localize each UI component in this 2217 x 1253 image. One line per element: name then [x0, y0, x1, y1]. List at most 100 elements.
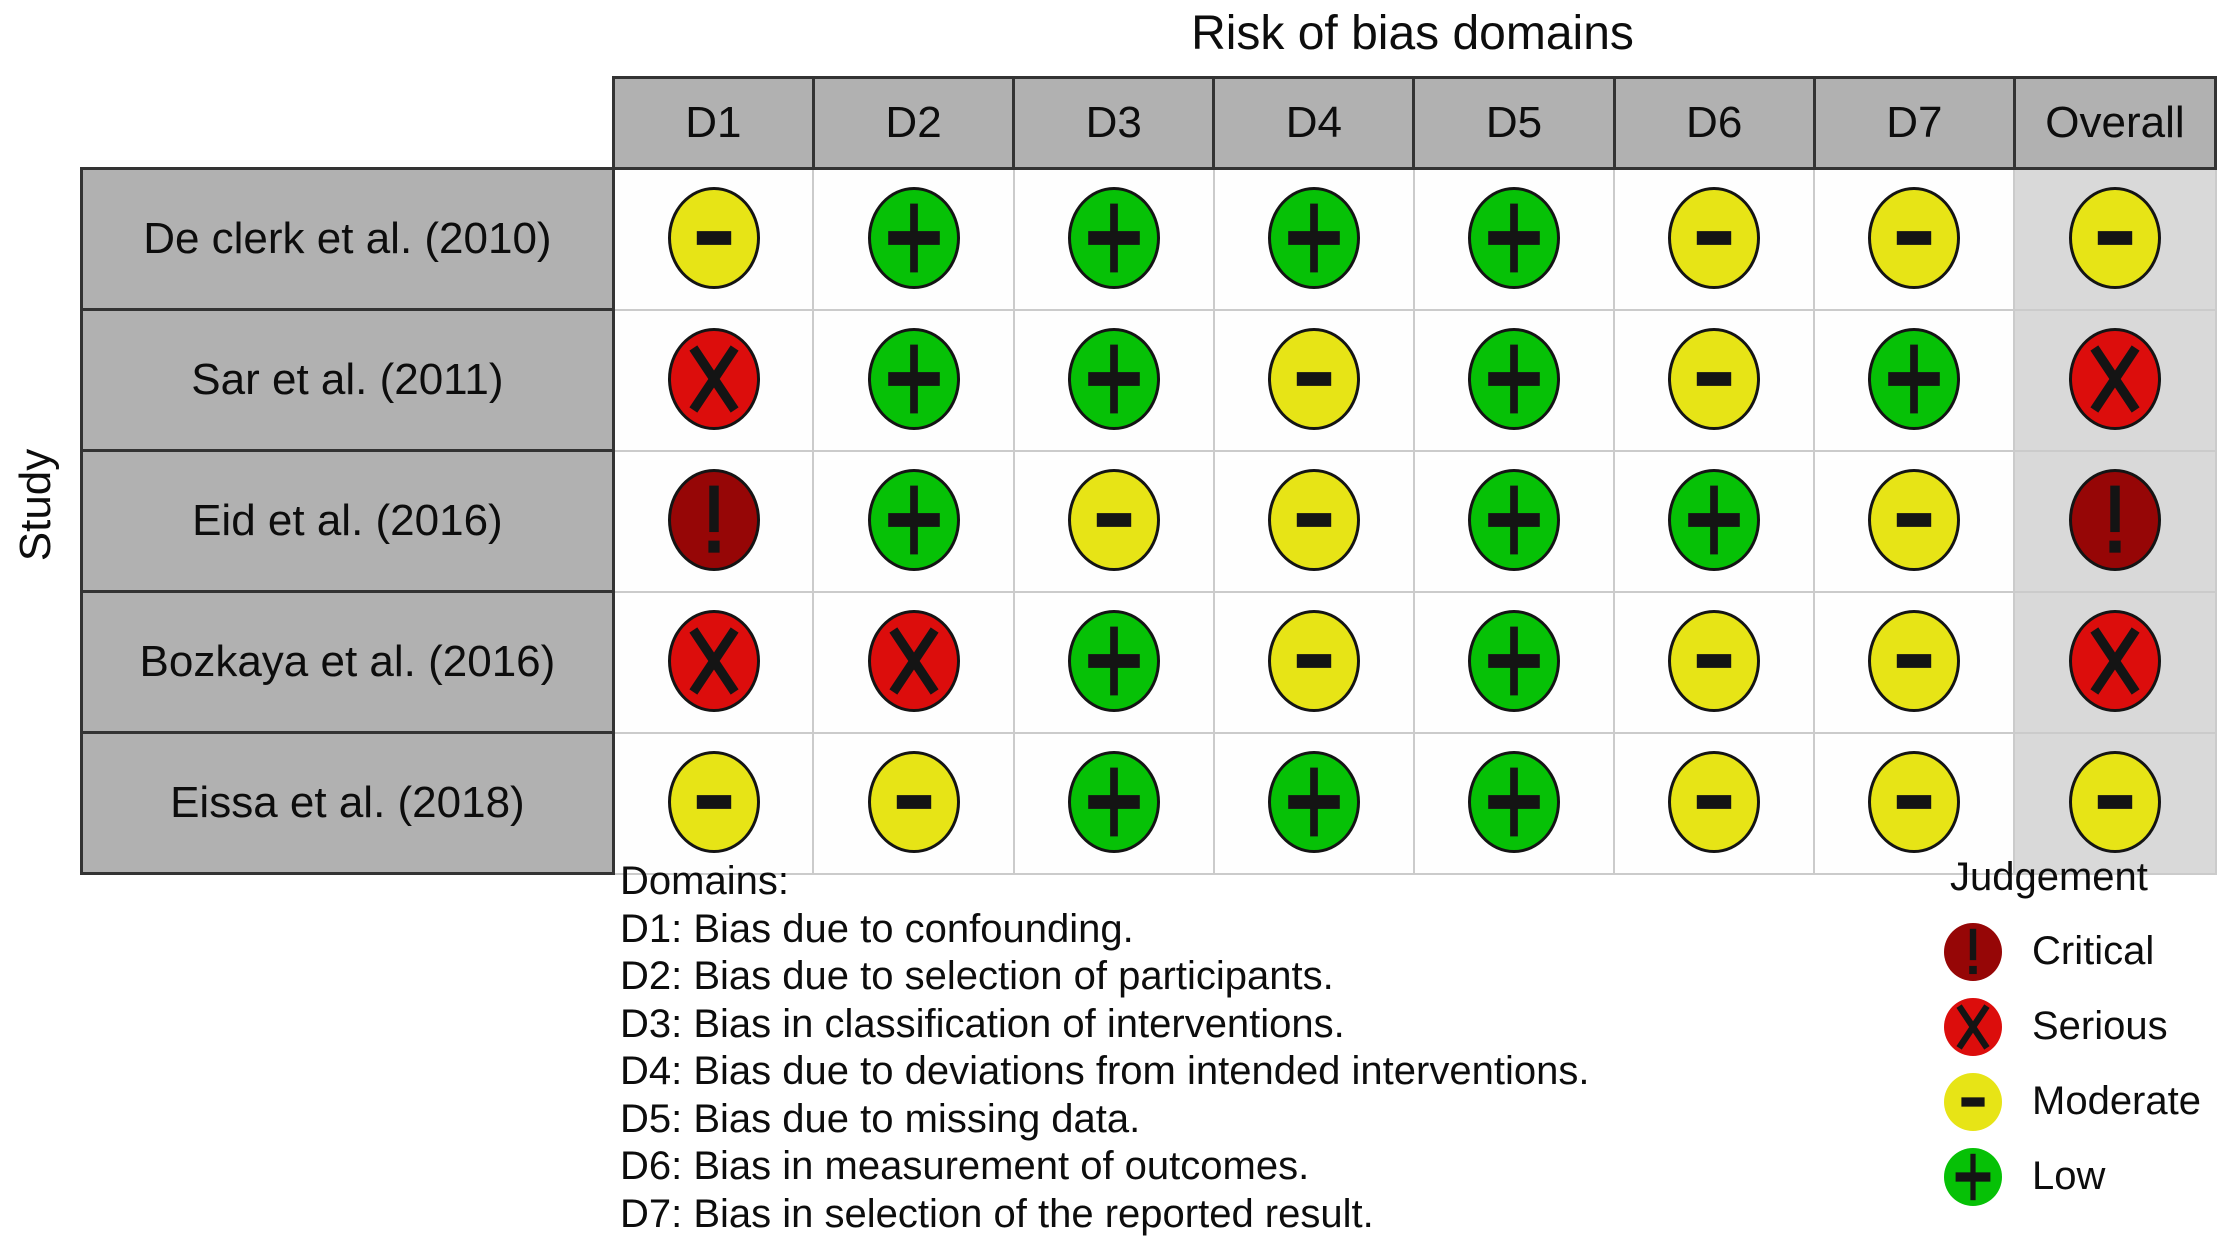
header-row: D1 D2 D3 D4 D5 D6 D7 Overall [82, 76, 2217, 170]
footnote-line-d7: D7: Bias in selection of the reported re… [620, 1191, 1374, 1236]
moderate-judgement-circle [1267, 610, 1360, 712]
x-icon [888, 627, 939, 695]
rob-cell-overall [2013, 308, 2217, 452]
exclamation-icon [708, 485, 720, 553]
rob-cell-d2 [812, 308, 1015, 452]
minus-icon [896, 795, 931, 809]
minus-icon [696, 231, 731, 246]
plus-icon [887, 344, 940, 414]
table-row: Eid et al. (2016) [80, 449, 2217, 593]
minus-icon [1296, 513, 1332, 527]
footnote-line-d1: D1: Bias due to confounding. [620, 906, 1134, 951]
rob-cell-d3 [1012, 167, 1215, 311]
rob-cell-d6 [1613, 167, 1816, 311]
rob-cell-d2 [812, 731, 1015, 875]
footnote-line-d3: D3: Bias in classification of interventi… [620, 1001, 1345, 1046]
moderate-judgement-circle [667, 751, 760, 853]
minus-icon [2097, 795, 2133, 809]
table-row: Bozkaya et al. (2016) [80, 590, 2217, 734]
serious-judgement-circle [2068, 610, 2161, 712]
plus-icon [1688, 485, 1740, 555]
low-judgement-circle [1468, 610, 1561, 712]
critical-judgement-circle [667, 469, 760, 571]
moderate-judgement-circle [1668, 187, 1761, 290]
serious-judgement-circle [667, 610, 760, 712]
low-judgement-circle [1868, 328, 1961, 430]
serious-judgement-circle [667, 328, 760, 430]
legend-title: Judgement [1950, 855, 2148, 899]
plus-icon [1955, 1153, 1991, 1200]
rob-cell-d4 [1212, 449, 1415, 593]
moderate-judgement-circle [2068, 751, 2161, 853]
plus-icon [887, 203, 940, 273]
column-header-d3: D3 [1012, 76, 1216, 170]
minus-icon [1961, 1096, 1985, 1107]
serious-judgement-circle [1944, 997, 2002, 1056]
plus-icon [1087, 203, 1140, 273]
plus-icon [1488, 626, 1540, 696]
x-icon [689, 627, 739, 695]
rob-cell-d2 [812, 449, 1015, 593]
rob-cell-d7 [1813, 590, 2016, 734]
plus-icon [1087, 626, 1140, 696]
x-icon [2090, 345, 2140, 413]
x-icon [1956, 1003, 1990, 1050]
minus-icon [1696, 654, 1732, 668]
rob-cell-d6 [1613, 731, 1816, 875]
legend-label: Critical [2032, 929, 2155, 973]
minus-icon [1696, 231, 1732, 246]
column-header-d5: D5 [1412, 76, 1616, 170]
column-header-overall: Overall [2012, 76, 2217, 170]
rob-cell-d6 [1613, 308, 1816, 452]
moderate-judgement-circle [1267, 469, 1360, 571]
legend-label: Moderate [2032, 1079, 2201, 1123]
moderate-judgement-circle [1868, 751, 1961, 853]
legend-item-low: Low [1944, 1139, 2201, 1214]
legend-item-critical: Critical [1944, 914, 2201, 989]
plus-icon [887, 485, 940, 555]
rob-cell-d2 [812, 590, 1015, 734]
rob-cell-d6 [1613, 590, 1816, 734]
critical-judgement-circle [1944, 922, 2002, 981]
low-judgement-circle [1944, 1147, 2002, 1206]
moderate-judgement-circle [1868, 187, 1961, 290]
minus-icon [1296, 372, 1332, 386]
column-header-d4: D4 [1212, 76, 1416, 170]
moderate-judgement-circle [1868, 469, 1961, 571]
rob-cell-d1 [612, 308, 815, 452]
minus-icon [1696, 372, 1732, 386]
column-header-d2: D2 [811, 76, 1016, 170]
study-label: Sar et al. (2011) [80, 308, 615, 452]
moderate-judgement-circle [2068, 187, 2161, 290]
rob-cell-d3 [1012, 308, 1215, 452]
exclamation-icon [2109, 485, 2121, 553]
legend-label: Low [2032, 1154, 2106, 1198]
minus-icon [1296, 654, 1332, 668]
column-header-d6: D6 [1612, 76, 1816, 170]
study-label: Eid et al. (2016) [80, 449, 615, 593]
plus-icon [1087, 767, 1140, 837]
rob-cell-overall [2013, 167, 2217, 311]
serious-judgement-circle [2068, 328, 2161, 430]
rob-cell-d2 [812, 167, 1015, 311]
moderate-judgement-circle [1668, 610, 1761, 712]
rob-cell-d3 [1012, 731, 1215, 875]
rob-cell-overall [2013, 590, 2217, 734]
rob-cell-d5 [1412, 308, 1616, 452]
low-judgement-circle [867, 187, 960, 290]
moderate-judgement-circle [1668, 328, 1761, 430]
rob-cell-d1 [612, 590, 815, 734]
minus-icon [1897, 654, 1932, 668]
rob-cell-d5 [1412, 590, 1616, 734]
minus-icon [1897, 231, 1932, 246]
study-label: Eissa et al. (2018) [80, 731, 615, 875]
corner-cell [82, 78, 614, 169]
serious-judgement-circle [867, 610, 960, 712]
rob-cell-d7 [1813, 308, 2016, 452]
low-judgement-circle [1468, 751, 1561, 853]
legend-label: Serious [2032, 1004, 2168, 1048]
table-row: De clerk et al. (2010) [80, 167, 2217, 311]
rob-cell-d5 [1412, 167, 1616, 311]
rob-cell-d4 [1212, 308, 1415, 452]
study-label: Bozkaya et al. (2016) [80, 590, 615, 734]
